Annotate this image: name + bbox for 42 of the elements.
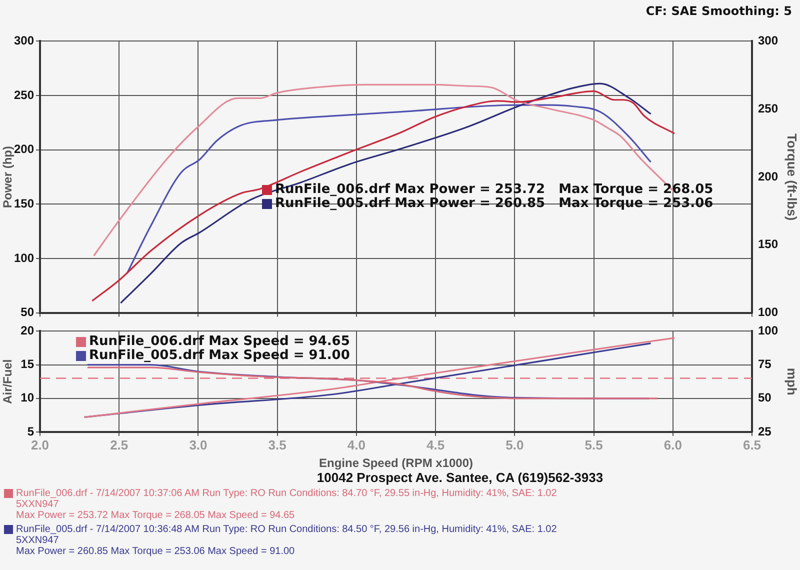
text: 5XXN947: [16, 499, 60, 510]
x-axis-title: Engine Speed (RPM x1000): [318, 456, 474, 470]
y2-tick-label: 25: [758, 424, 772, 438]
y2-axis-title: Torque (ft-lbs): [784, 133, 800, 221]
text: 10042 Prospect Ave. Santee, CA (619)562-3933: [316, 470, 604, 485]
x-tick-label: 5.0: [506, 437, 524, 452]
y2-axis-title: mph: [784, 368, 800, 396]
y2-tick-label: 200: [758, 169, 778, 184]
y-tick-label: 100: [14, 250, 34, 265]
y2-tick-label: 300: [758, 34, 778, 48]
text: RunFile_006.drf - 7/14/2007 10:37:06 AM Run Type: RO Run Conditions: 84.70 °F, 29.55 in-Hg, Humidity: 41%, SAE: 1.02: [16, 488, 558, 499]
y2-tick-label: 150: [758, 237, 778, 252]
y2-tick-label: 100: [758, 305, 778, 320]
text: RunFile_005.drf - 7/14/2007 10:36:48 AM Run Type: RO Run Conditions: 84.50 °F, 29.56 in-Hg, Humidity: 41%, SAE: 1.02: [16, 524, 558, 535]
x-tick-label: 3.0: [189, 437, 208, 452]
text: 5XXN947: [16, 535, 60, 546]
y-tick-label: 50: [20, 305, 34, 320]
x-tick-label: 3.5: [268, 437, 286, 452]
y2-tick-label: 75: [758, 357, 772, 372]
x-tick-label: 6.5: [742, 437, 762, 452]
text: CF: SAE Smoothing: 5: [646, 4, 792, 18]
y-tick-label: 300: [14, 34, 34, 48]
x-tick-label: 2.5: [110, 437, 128, 452]
x-tick-label: 6.0: [664, 437, 682, 452]
y-tick-label: 150: [14, 196, 34, 210]
y-tick-label: 10: [20, 390, 34, 405]
y-axis-title: Power (hp): [0, 146, 15, 208]
text: Max Power = 260.85 Max Torque = 253.06 Max Speed = 91.00: [16, 546, 296, 557]
y-tick-label: 250: [14, 88, 34, 102]
x-tick-label: 5.5: [584, 437, 603, 452]
text: Max Power = 253.72 Max Torque = 268.05 Max Speed = 94.65: [16, 510, 296, 521]
y-tick-label: 5: [27, 424, 34, 438]
y2-tick-label: 100: [758, 324, 778, 338]
y2-tick-label: 50: [758, 390, 772, 405]
x-tick-label: 4.0: [347, 437, 366, 452]
x-tick-label: 4.5: [426, 437, 445, 452]
y-axis-title: Air/Fuel: [0, 359, 15, 404]
x-tick-label: 2.0: [30, 437, 50, 452]
y-tick-label: 15: [20, 357, 34, 372]
y-tick-label: 20: [20, 324, 34, 338]
y-tick-label: 200: [14, 142, 34, 156]
y2-tick-label: 250: [758, 101, 778, 116]
